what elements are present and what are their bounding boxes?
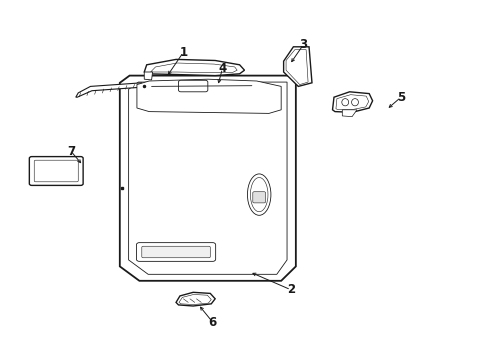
FancyBboxPatch shape bbox=[178, 80, 207, 92]
Polygon shape bbox=[332, 92, 372, 112]
Polygon shape bbox=[283, 47, 311, 86]
FancyBboxPatch shape bbox=[142, 246, 210, 258]
Polygon shape bbox=[144, 72, 152, 80]
Ellipse shape bbox=[351, 99, 358, 106]
Text: 5: 5 bbox=[396, 91, 404, 104]
Ellipse shape bbox=[341, 99, 348, 106]
Polygon shape bbox=[144, 59, 244, 76]
Polygon shape bbox=[342, 110, 356, 117]
Ellipse shape bbox=[250, 177, 267, 212]
Text: 6: 6 bbox=[208, 316, 216, 329]
Text: 2: 2 bbox=[286, 283, 294, 296]
Text: 7: 7 bbox=[67, 145, 75, 158]
Polygon shape bbox=[120, 76, 295, 281]
Polygon shape bbox=[137, 79, 281, 113]
FancyBboxPatch shape bbox=[252, 192, 265, 203]
Polygon shape bbox=[176, 292, 215, 306]
Polygon shape bbox=[76, 83, 142, 97]
Text: 4: 4 bbox=[218, 62, 226, 75]
FancyBboxPatch shape bbox=[136, 243, 215, 261]
Ellipse shape bbox=[247, 174, 270, 215]
Text: 3: 3 bbox=[299, 39, 306, 51]
FancyBboxPatch shape bbox=[34, 160, 78, 182]
FancyBboxPatch shape bbox=[29, 157, 83, 185]
Text: 1: 1 bbox=[179, 46, 187, 59]
